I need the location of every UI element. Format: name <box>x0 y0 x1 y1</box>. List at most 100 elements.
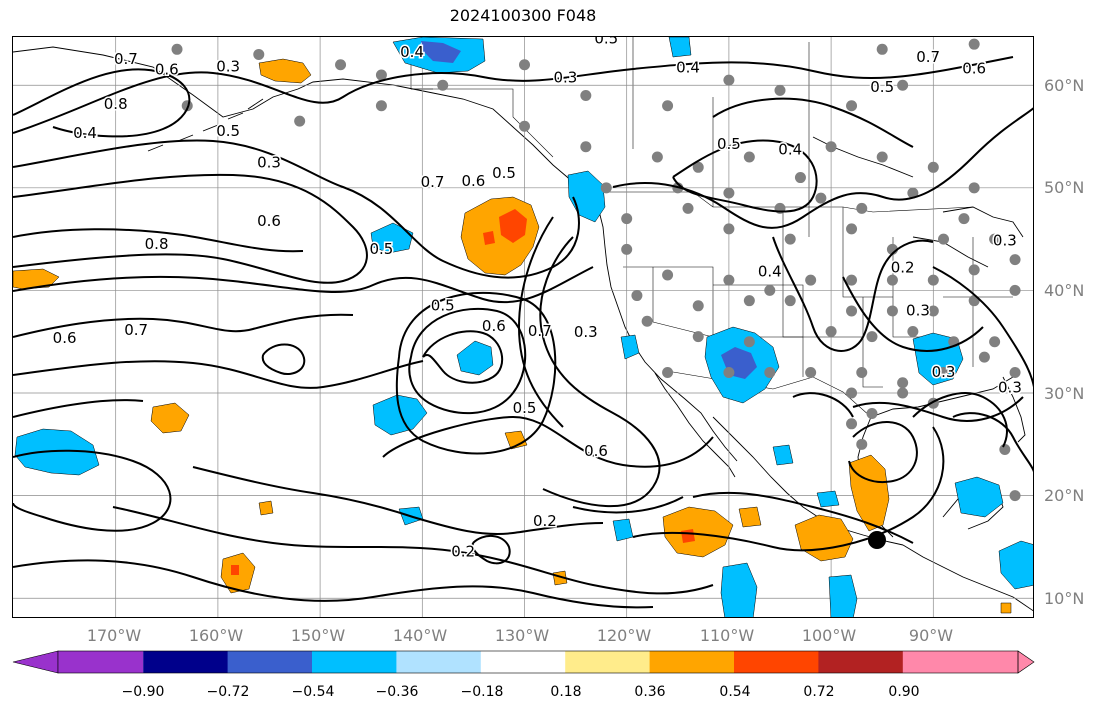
colorbar-segments <box>12 650 1035 674</box>
station-marker <box>723 367 735 379</box>
station-marker <box>794 172 806 184</box>
anomaly-blob <box>612 518 634 542</box>
colorbar-tick: 0.72 <box>803 684 835 700</box>
colorbar-segment <box>734 651 819 673</box>
map-canvas: 0.7 0.6 0.3 0.4 0.5 0.4 0.3 0.7 0.6 0.5 0.8 0.4 0.5 0… <box>13 37 1033 617</box>
anomaly-blob <box>150 402 190 434</box>
contour-label: 0.7 <box>528 322 552 340</box>
station-marker <box>743 295 755 307</box>
contour-label: 0.4 <box>400 43 424 61</box>
colorbar-segment <box>396 651 482 673</box>
colorbar-extend-high <box>1017 650 1035 674</box>
anomaly-blob <box>456 340 494 376</box>
station-marker <box>631 290 643 302</box>
lon-label-150w: 150°W <box>290 626 346 645</box>
station-marker <box>938 367 950 379</box>
lon-label-120w: 120°W <box>596 626 652 645</box>
lat-label-50n: 50°N <box>1044 178 1085 197</box>
contour-label: 0.6 <box>482 317 506 335</box>
map-panel: 0.7 0.6 0.3 0.4 0.5 0.4 0.3 0.7 0.6 0.5 0.8 0.4 0.5 0… <box>12 36 1034 618</box>
station-marker <box>723 274 735 286</box>
anomaly-blob <box>720 562 758 617</box>
anomaly-blob <box>954 476 1004 518</box>
station-marker <box>375 100 387 112</box>
station-marker <box>805 274 817 286</box>
colorbar-segment <box>902 651 1018 673</box>
station-marker <box>978 351 990 363</box>
anomaly-blob <box>504 430 528 450</box>
contour-label: 0.2 <box>451 543 475 561</box>
anomaly-blob <box>231 565 239 575</box>
station-marker <box>437 79 449 91</box>
station-marker <box>621 243 633 255</box>
station-marker <box>784 295 796 307</box>
station-marker <box>1009 367 1021 379</box>
lon-label-140w: 140°W <box>392 626 448 645</box>
anomaly-blob <box>772 444 794 466</box>
colorbar-tick: −0.36 <box>375 684 419 700</box>
station-marker <box>927 305 939 317</box>
station-marker <box>968 38 980 50</box>
contour-label: 0.6 <box>257 212 281 230</box>
contour-label: 0.6 <box>584 442 608 460</box>
station-marker <box>784 233 796 245</box>
station-marker <box>846 387 858 399</box>
contour-label: 0.4 <box>758 262 782 280</box>
anomaly-blob <box>794 514 854 562</box>
station-marker <box>846 223 858 235</box>
station-marker <box>662 367 674 379</box>
contour-label: 0.4 <box>778 140 802 158</box>
station-marker <box>825 141 837 153</box>
florida <box>1002 376 1026 443</box>
station-marker <box>846 418 858 430</box>
contour-label: 0.3 <box>993 232 1017 250</box>
anomaly-blob <box>258 500 274 516</box>
station-marker <box>253 48 265 60</box>
station-marker <box>897 377 909 389</box>
anomaly-blob <box>370 222 414 254</box>
lon-label-160w: 160°W <box>188 626 244 645</box>
station-marker <box>171 43 183 55</box>
contour-label: 0.3 <box>257 154 281 172</box>
contour-label: 0.6 <box>53 329 77 347</box>
contour-label: 0.7 <box>421 173 445 191</box>
station-marker <box>580 89 592 101</box>
contour-label: 0.5 <box>594 37 618 48</box>
station-marker <box>927 274 939 286</box>
anomaly-blob <box>681 529 695 543</box>
contour-label: 0.7 <box>124 321 148 339</box>
lon-label-100w: 100°W <box>801 626 857 645</box>
contour-label: 0.3 <box>998 378 1022 396</box>
station-markers <box>171 38 1021 502</box>
colorbar-segment <box>143 651 229 673</box>
lat-label-40n: 40°N <box>1044 281 1085 300</box>
station-marker <box>897 79 909 91</box>
station-marker <box>692 331 704 343</box>
anomaly-blob <box>620 334 640 360</box>
station-marker <box>805 367 817 379</box>
station-marker <box>641 315 653 327</box>
colorbar-segment <box>312 651 397 673</box>
station-marker <box>866 331 878 343</box>
colorbar-segment <box>649 651 735 673</box>
station-marker <box>335 59 347 71</box>
contour-label: 0.2 <box>533 512 557 530</box>
station-marker <box>815 192 827 204</box>
station-marker <box>846 274 858 286</box>
lat-label-10n: 10°N <box>1044 589 1085 608</box>
station-marker <box>856 202 868 214</box>
coastlines <box>13 46 1033 612</box>
station-marker <box>1009 490 1021 502</box>
contour-label: 0.3 <box>553 69 577 87</box>
station-marker <box>651 151 663 163</box>
station-marker <box>743 336 755 348</box>
station-marker <box>519 59 530 71</box>
contour-label: 0.5 <box>431 296 455 314</box>
station-marker <box>989 336 1001 348</box>
contour-label: 0.5 <box>216 122 240 140</box>
station-marker <box>580 141 592 153</box>
contour-label: 0.3 <box>216 57 240 75</box>
colorbar-tick: 0.18 <box>550 684 582 700</box>
station-marker <box>968 264 980 276</box>
anomaly-blob <box>662 506 734 558</box>
